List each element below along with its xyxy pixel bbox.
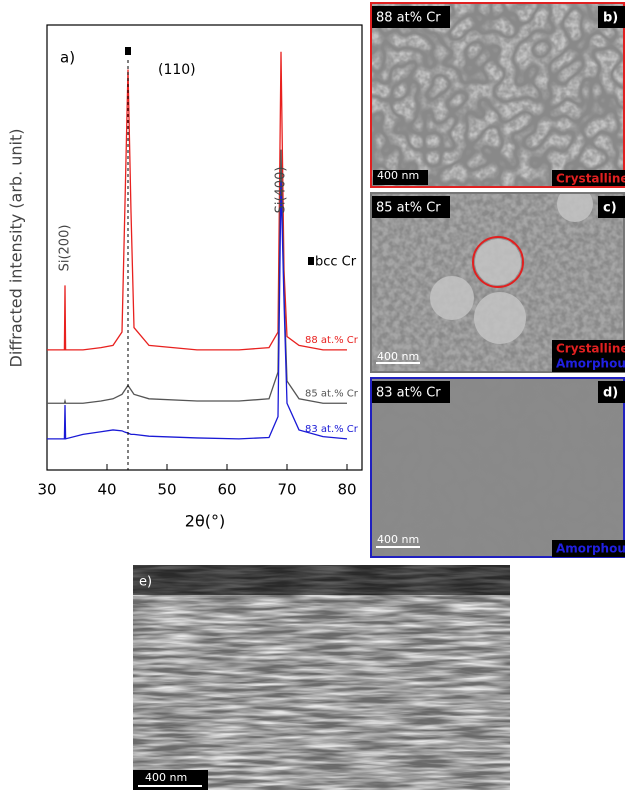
legend-marker <box>308 257 314 265</box>
plot-frame <box>46 24 363 471</box>
series-label: 85 at.% Cr <box>305 388 359 399</box>
phase: Amorphous <box>556 542 625 556</box>
phase: Crystalline <box>556 342 625 356</box>
x-tick-label: 50 <box>157 481 176 499</box>
scale-bar: 400 nm <box>145 771 187 784</box>
composition: 83 at% Cr <box>376 386 441 401</box>
panel-label: e) <box>139 575 152 590</box>
series-line <box>47 180 348 440</box>
scale-bar: 400 nm <box>377 169 419 182</box>
phase: Crystalline <box>556 172 625 186</box>
x-tick-label: 40 <box>97 481 116 499</box>
series-line <box>47 51 347 351</box>
phase-marker <box>125 47 131 55</box>
x-axis-label: 2θ(°) <box>185 512 225 531</box>
panel-label: c) <box>603 201 617 216</box>
y-axis-label: Diffracted intensity (arb. unit) <box>7 129 26 368</box>
sem-panel-b: 88 at% Cr b) 400 nm Crystalline <box>370 2 625 188</box>
panel-label: a) <box>60 49 75 67</box>
scale-bar: 400 nm <box>377 533 419 546</box>
panel-label: d) <box>603 386 618 401</box>
composition: 88 at% Cr <box>376 11 441 26</box>
composition: 85 at% Cr <box>376 201 441 216</box>
annotation: (110) <box>158 62 196 78</box>
x-tick-label: 80 <box>337 481 356 499</box>
annotation: Si(200) <box>58 225 73 272</box>
sem-panel-d: 83 at% Cr d) 400 nm Amorphous <box>370 377 625 558</box>
series-label: 88 at.% Cr <box>305 335 359 346</box>
x-tick-label: 60 <box>217 481 236 499</box>
phase: Amorphous <box>556 357 625 371</box>
annotation: Si(400) <box>274 167 289 214</box>
scale-bar: 400 nm <box>377 350 419 363</box>
x-tick-label: 30 <box>37 481 56 499</box>
series-label: 83 at.% Cr <box>305 424 359 435</box>
x-tick-label: 70 <box>277 481 296 499</box>
panel-label: b) <box>603 11 618 26</box>
series-line <box>47 149 347 404</box>
sem-panel-e: e) 400 nm <box>133 565 510 790</box>
legend-label: bcc Cr <box>315 255 357 270</box>
sem-panel-c: 85 at% Cr c) 400 nm Crystalline Amorphou… <box>370 192 625 373</box>
